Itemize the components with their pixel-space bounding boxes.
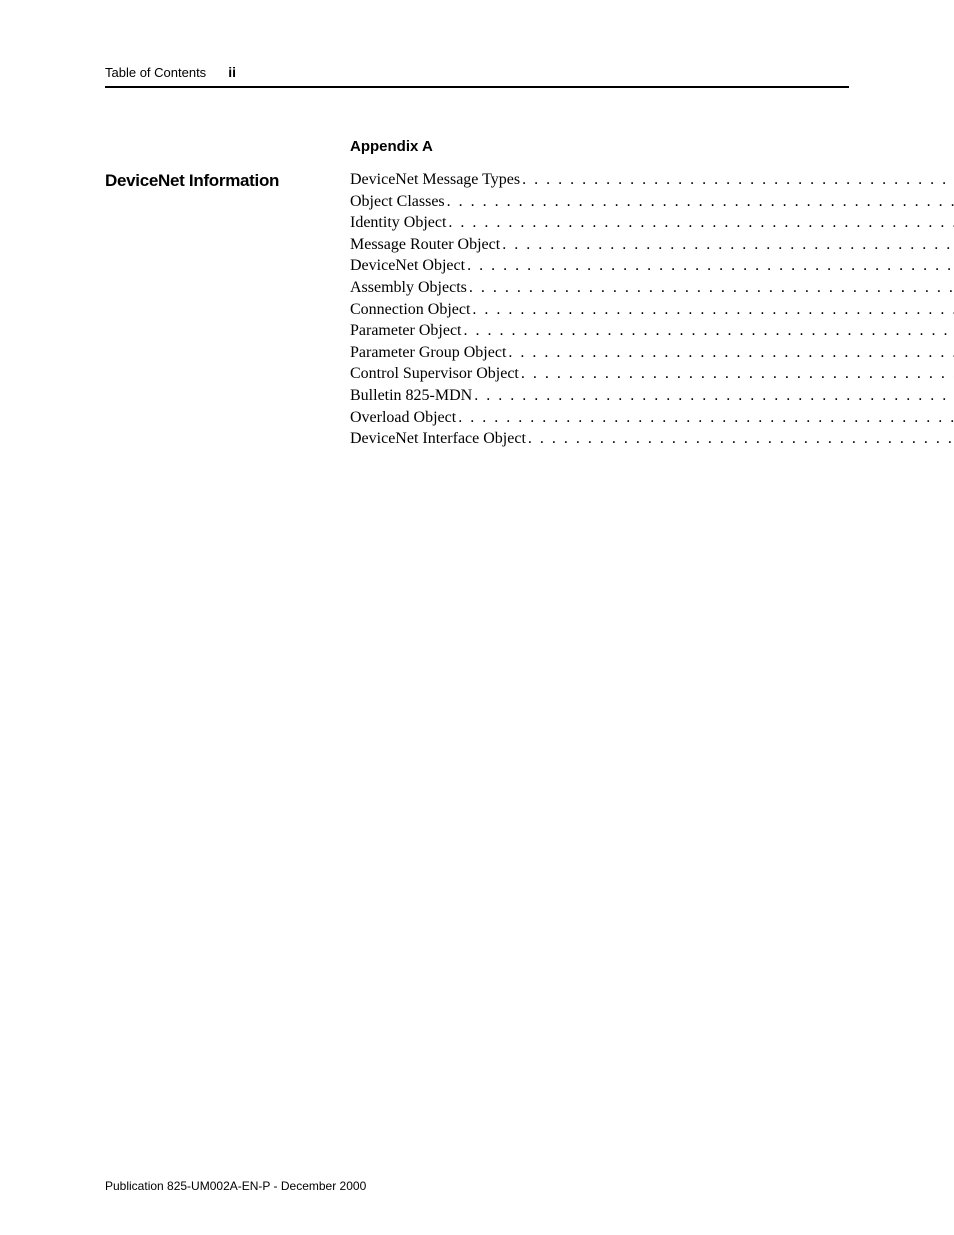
section-title: DeviceNet Information	[105, 171, 350, 191]
toc-entry: Parameter Object A-13	[350, 320, 954, 342]
toc-entry-label: Control Supervisor Object	[350, 363, 519, 385]
toc-entry: Overload Object A-36	[350, 407, 954, 429]
toc-entry-label: DeviceNet Interface Object	[350, 428, 526, 450]
toc-entry: Message Router Object A-3	[350, 234, 954, 256]
toc-leader-dots	[500, 234, 954, 256]
toc-entry-label: Message Router Object	[350, 234, 500, 256]
toc-entry-label: Parameter Group Object	[350, 342, 506, 364]
page-header: Table of Contents ii	[105, 64, 849, 88]
toc-entry: Bulletin 825-MDN A-34	[350, 385, 954, 407]
toc-leader-dots	[472, 385, 954, 407]
toc-leader-dots	[467, 277, 954, 299]
toc-entry-label: Identity Object	[350, 212, 446, 234]
toc-entry: Object Classes A-2	[350, 191, 954, 213]
toc-leader-dots	[456, 407, 954, 429]
toc-entry: Connection Object A-8	[350, 299, 954, 321]
toc-entry: Identity Object A-2	[350, 212, 954, 234]
toc-entry-label: Object Classes	[350, 191, 445, 213]
document-page: Table of Contents ii DeviceNet Informati…	[0, 0, 954, 450]
toc-list: DeviceNet Message Types A-1 Object Class…	[350, 169, 954, 450]
toc-entry: Control Supervisor Object A-32	[350, 363, 954, 385]
toc-leader-dots	[465, 255, 954, 277]
toc-leader-dots	[519, 363, 954, 385]
toc-entry: Parameter Group Object A-25	[350, 342, 954, 364]
toc-leader-dots	[506, 342, 954, 364]
toc-entry-label: Bulletin 825-MDN	[350, 385, 472, 407]
toc-entry-label: Assembly Objects	[350, 277, 467, 299]
toc-entry: DeviceNet Message Types A-1	[350, 169, 954, 191]
toc-leader-dots	[520, 169, 954, 191]
left-column: DeviceNet Information	[105, 138, 350, 450]
toc-leader-dots	[446, 212, 954, 234]
toc-entry-label: Overload Object	[350, 407, 456, 429]
toc-entry-label: DeviceNet Message Types	[350, 169, 520, 191]
toc-entry-label: Parameter Object	[350, 320, 462, 342]
toc-entry: DeviceNet Object A-4	[350, 255, 954, 277]
content-area: DeviceNet Information Appendix A DeviceN…	[105, 138, 849, 450]
toc-leader-dots	[445, 191, 954, 213]
header-page-number: ii	[228, 64, 236, 80]
appendix-heading: Appendix A	[350, 138, 954, 155]
toc-entry: Assembly Objects A-5	[350, 277, 954, 299]
toc-leader-dots	[462, 320, 954, 342]
header-section-label: Table of Contents	[105, 65, 206, 80]
toc-entry-label: Connection Object	[350, 299, 470, 321]
page-footer: Publication 825-UM002A-EN-P - December 2…	[105, 1179, 366, 1193]
toc-entry: DeviceNet Interface Object A-41	[350, 428, 954, 450]
right-column: Appendix A DeviceNet Message Types A-1 O…	[350, 138, 954, 450]
toc-leader-dots	[526, 428, 954, 450]
toc-leader-dots	[470, 299, 954, 321]
toc-entry-label: DeviceNet Object	[350, 255, 465, 277]
